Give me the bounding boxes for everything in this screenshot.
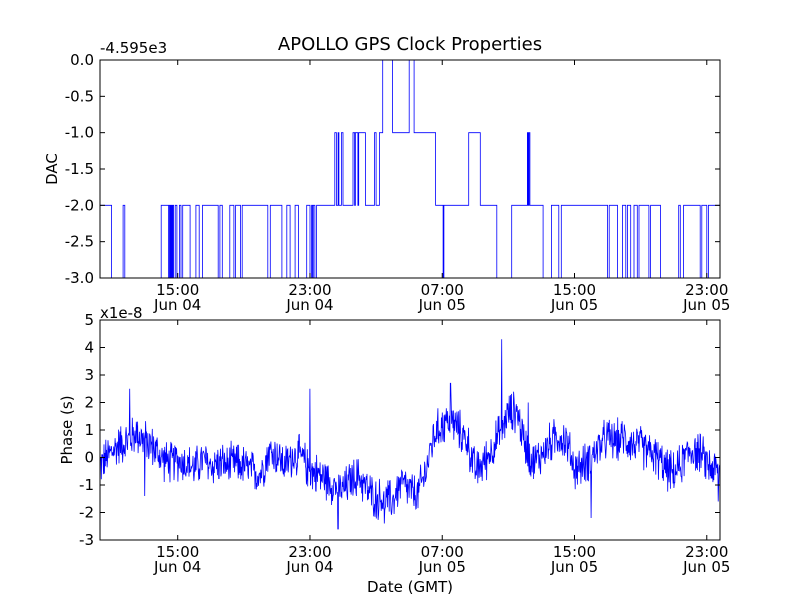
x-tick-time-label: 07:00 — [421, 281, 464, 299]
phase-plot-area — [100, 320, 720, 540]
y-tick-label: 5 — [84, 311, 94, 329]
phase-y-axis-label: Phase (s) — [58, 395, 76, 464]
x-tick-time-label: 23:00 — [685, 543, 728, 561]
phase-x-axis-label: Date (GMT) — [367, 578, 453, 596]
x-tick-date-label: Jun 04 — [285, 296, 333, 314]
y-tick-label: -2.0 — [65, 196, 94, 214]
phase-y-ticks: 5 4 3 2 1 0 -1 -2 -3 — [79, 311, 720, 549]
x-tick-time-label: 15:00 — [156, 281, 199, 299]
dac-plot-area — [100, 60, 720, 278]
x-tick-time-label: 15:00 — [553, 543, 596, 561]
x-tick-date-label: Jun 05 — [550, 296, 598, 314]
y-tick-label: -3.0 — [65, 269, 94, 287]
y-tick-label: -2.5 — [65, 233, 94, 251]
x-tick-date-label: Jun 05 — [682, 558, 730, 576]
y-tick-label: -0.5 — [65, 87, 94, 105]
chart-title: APOLLO GPS Clock Properties — [278, 34, 542, 55]
x-tick-date-label: Jun 04 — [153, 296, 201, 314]
x-tick-time-label: 23:00 — [288, 543, 331, 561]
y-tick-label: -3 — [79, 531, 94, 549]
y-tick-label: 3 — [84, 366, 94, 384]
y-tick-label: 2 — [84, 394, 94, 412]
y-tick-label: -1 — [79, 476, 94, 494]
y-tick-label: 0 — [84, 449, 94, 467]
dac-y-ticks: 0.0 -0.5 -1.0 -1.5 -2.0 -2.5 -3.0 — [65, 51, 720, 287]
phase-series-line — [99, 339, 721, 530]
x-tick-date-label: Jun 05 — [682, 296, 730, 314]
x-tick-time-label: 23:00 — [685, 281, 728, 299]
dac-y-axis-label: DAC — [43, 153, 61, 185]
y-tick-label: -1.0 — [65, 124, 94, 142]
x-tick-date-label: Jun 05 — [418, 558, 466, 576]
x-tick-date-label: Jun 04 — [153, 558, 201, 576]
y-tick-label: -2 — [79, 504, 94, 522]
phase-offset-label: x1e-8 — [100, 304, 143, 322]
dac-offset-label: -4.595e3 — [100, 39, 167, 57]
y-tick-label: 0.0 — [70, 51, 94, 69]
y-tick-label: 1 — [84, 421, 94, 439]
x-tick-date-label: Jun 04 — [285, 558, 333, 576]
x-tick-time-label: 15:00 — [156, 543, 199, 561]
x-tick-date-label: Jun 05 — [418, 296, 466, 314]
y-tick-label: 4 — [84, 339, 94, 357]
x-tick-date-label: Jun 05 — [550, 558, 598, 576]
x-tick-time-label: 23:00 — [288, 281, 331, 299]
y-tick-label: -1.5 — [65, 160, 94, 178]
x-tick-time-label: 15:00 — [553, 281, 596, 299]
x-tick-time-label: 07:00 — [421, 543, 464, 561]
